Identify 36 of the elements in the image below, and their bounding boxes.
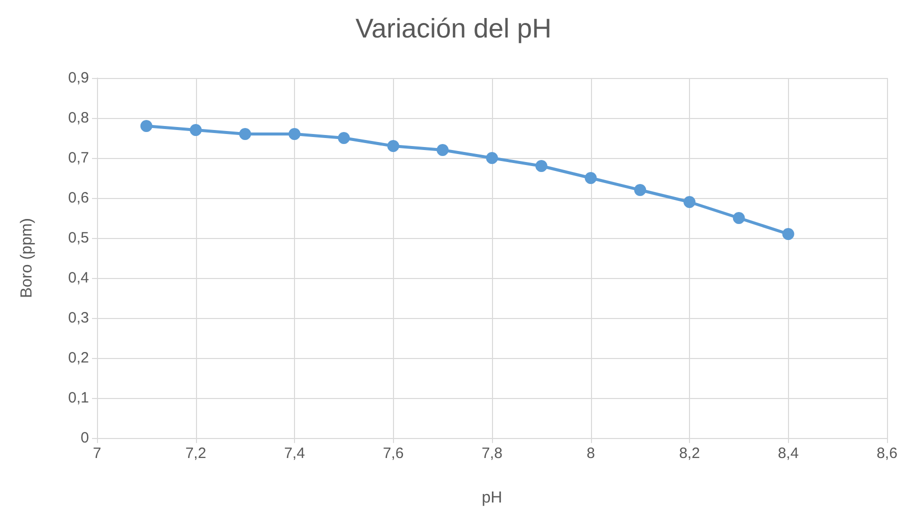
point [190,124,202,136]
x-tick-label: 7 [92,445,102,462]
y-tick-label: 0,4 [68,270,89,286]
x-tick-label: 8,4 [778,445,799,462]
y-tick-label: 0,7 [68,150,89,166]
point [387,140,400,152]
point [436,144,449,156]
y-tick-label: 0,6 [68,190,89,206]
x-tick-label: 7,8 [482,445,502,462]
y-tick-label: 0,5 [68,230,89,246]
x-tick-label: 8 [586,445,595,462]
point [584,172,597,184]
point [782,228,794,240]
point [140,120,152,132]
y-tick-label: 0,1 [68,390,89,406]
point [732,212,745,224]
point [535,160,548,172]
y-tick-label: 0,2 [68,350,89,366]
y-axis-title: Boro (ppm) [18,218,36,298]
x-tick-label: 7,4 [284,445,305,462]
y-tick-label: 0 [80,430,89,446]
point [634,184,646,196]
y-tick-label: 0,3 [68,310,89,326]
point [486,152,498,164]
chart-title: Variación del pH [355,14,552,44]
x-tick-label: 7,6 [382,445,404,462]
point [684,196,696,208]
x-tick-label: 8,2 [679,445,700,462]
x-axis-title: pH [482,490,502,506]
x-tick-label: 7,2 [185,445,206,462]
point [288,128,300,140]
point [239,128,252,140]
x-tick-label: 8,6 [876,445,898,462]
y-tick-label: 0,9 [68,70,89,86]
point [338,132,350,144]
y-tick-label: 0,8 [68,110,89,126]
